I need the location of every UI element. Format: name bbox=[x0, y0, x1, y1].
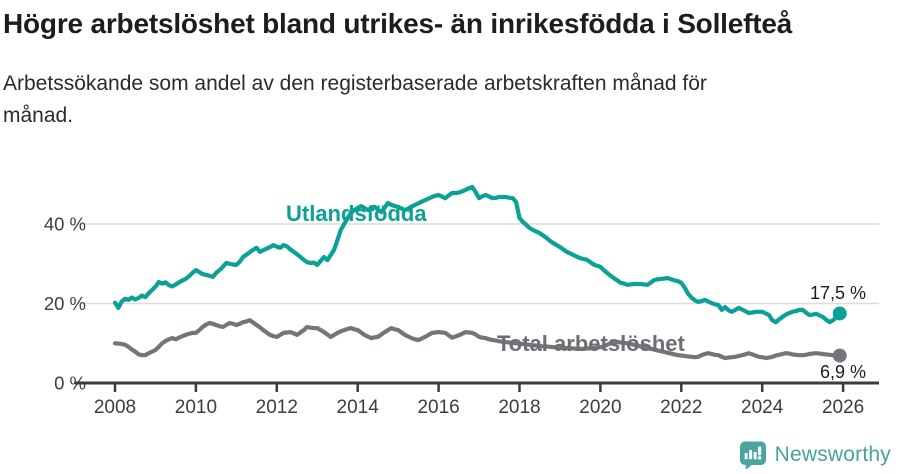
y-axis-tick-label: 40 % bbox=[44, 214, 86, 235]
y-axis-tick-label: 20 % bbox=[44, 293, 86, 314]
line-chart: 0 % 20 % 40 % 2008 2010 2012 2014 2016 2018 2020 2… bbox=[44, 184, 879, 418]
end-value-label-utlandsfodda: 17,5 % bbox=[809, 283, 866, 303]
series-label-utlandsfodda: Utlandsfödda bbox=[286, 201, 427, 226]
x-axis-tick-label: 2010 bbox=[175, 397, 217, 418]
chart-subtitle: Arbetssökande som andel av den registerb… bbox=[3, 72, 707, 127]
x-axis-tick-label: 2026 bbox=[822, 397, 864, 418]
series-line-0 bbox=[112, 184, 842, 325]
series-end-dot-0 bbox=[832, 306, 847, 321]
y-axis-tick-label: 0 % bbox=[54, 373, 86, 394]
series-label-total-arbetsloshet: Total arbetslöshet bbox=[497, 331, 685, 356]
x-axis-tick-label: 2014 bbox=[337, 397, 380, 418]
x-axis-tick-label: 2012 bbox=[256, 397, 298, 418]
end-value-label-total-arbetsloshet: 6,9 % bbox=[819, 362, 866, 382]
x-axis-tick-label: 2024 bbox=[741, 397, 784, 418]
x-axis-tick-label: 2020 bbox=[579, 397, 621, 418]
x-axis-tick-label: 2008 bbox=[94, 397, 136, 418]
x-axis-tick-label: 2022 bbox=[660, 397, 702, 418]
bar-chart-speech-bubble-icon bbox=[739, 441, 766, 469]
x-axis-tick-label: 2018 bbox=[498, 397, 540, 418]
newsworthy-logo: Newsworthy bbox=[739, 440, 891, 469]
x-axis-tick-label: 2016 bbox=[417, 397, 459, 418]
series-end-dot-1 bbox=[832, 348, 847, 363]
newsworthy-brand-text: Newsworthy bbox=[774, 442, 891, 466]
page-title: Högre arbetslöshet bland utrikes- än inr… bbox=[3, 8, 793, 39]
series-line-1 bbox=[112, 318, 842, 361]
